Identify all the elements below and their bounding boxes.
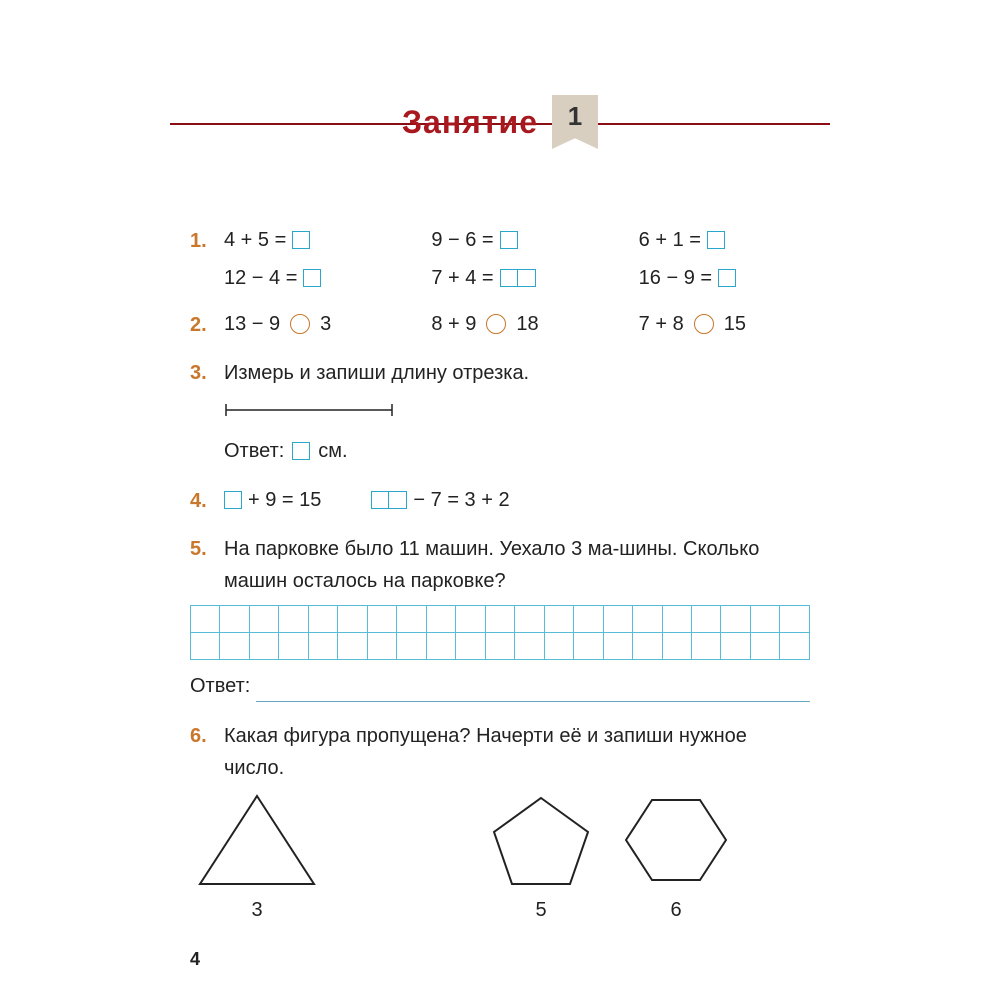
compare-circle[interactable]: [290, 314, 310, 334]
comparison: 13 − 93: [224, 309, 395, 339]
equation: 12 − 4 =: [224, 263, 395, 293]
task-number: 6.: [190, 720, 224, 752]
comparison: 7 + 815: [639, 309, 810, 339]
task-3-answer: Ответ: см.: [224, 435, 810, 467]
task-1: 1. 4 + 5 = 9 − 6 = 6 + 1 =: [190, 225, 810, 257]
answer-box[interactable]: [707, 231, 725, 249]
task-6-text: Какая фигура пропущена? Начерти её и зап…: [224, 720, 810, 784]
shape-pentagon: 5: [486, 790, 596, 926]
task-2: 2. 13 − 93 8 + 918 7 + 815: [190, 309, 810, 341]
equation: 4 + 5 =: [224, 225, 395, 255]
task-3-text: Измерь и запиши длину отрезка.: [224, 357, 810, 389]
shape-hexagon: 6: [618, 790, 734, 926]
answer-box[interactable]: [718, 269, 736, 287]
answer-box[interactable]: [500, 231, 518, 249]
task-6: 6. Какая фигура пропущена? Начерти её и …: [190, 720, 810, 784]
hexagon-icon: [618, 790, 734, 890]
task-3: 3. Измерь и запиши длину отрезка.: [190, 357, 810, 389]
task-number: 5.: [190, 533, 224, 565]
answer-box-double[interactable]: [371, 491, 407, 509]
shape-row: 3 5 6: [192, 790, 810, 926]
answer-unit: см.: [318, 435, 347, 467]
task-4: 4. + 9 = 15 − 7 = 3 + 2: [190, 485, 810, 517]
task-5: 5. На парковке было 11 машин. Уехало 3 м…: [190, 533, 810, 597]
equation: 6 + 1 =: [639, 225, 810, 255]
lesson-number-pennant: 1: [552, 95, 598, 149]
equation: + 9 = 15: [224, 485, 321, 515]
compare-circle[interactable]: [694, 314, 714, 334]
compare-circle[interactable]: [486, 314, 506, 334]
equation: 16 − 9 =: [639, 263, 810, 293]
pentagon-icon: [486, 790, 596, 890]
triangle-icon: [192, 790, 322, 890]
answer-underline[interactable]: [256, 683, 810, 702]
answer-box[interactable]: [303, 269, 321, 287]
task-number: 1.: [190, 225, 224, 257]
equation: 7 + 4 =: [431, 263, 602, 293]
task-number: 3.: [190, 357, 224, 389]
lesson-title: Занятие 1: [402, 95, 598, 149]
task-5-answer: Ответ:: [190, 670, 810, 702]
answer-box[interactable]: [224, 491, 242, 509]
comparison: 8 + 918: [431, 309, 602, 339]
equation: − 7 = 3 + 2: [371, 485, 509, 515]
line-segment: [224, 397, 810, 429]
answer-box[interactable]: [292, 231, 310, 249]
shape-label: 6: [670, 894, 681, 926]
task-5-text: На парковке было 11 машин. Уехало 3 ма-ш…: [224, 533, 810, 597]
answer-label: Ответ:: [190, 670, 250, 702]
answer-box-double[interactable]: [500, 269, 536, 287]
page-number: 4: [190, 949, 200, 970]
shape-triangle: 3: [192, 790, 322, 926]
task-1-line2: 12 − 4 = 7 + 4 = 16 − 9 =: [190, 263, 810, 293]
answer-box[interactable]: [292, 442, 310, 460]
answer-label: Ответ:: [224, 435, 284, 467]
task-number: 4.: [190, 485, 224, 517]
shape-label: 3: [251, 894, 262, 926]
title-text: Занятие: [402, 104, 538, 141]
work-grid[interactable]: [190, 605, 810, 660]
task-number: 2.: [190, 309, 224, 341]
shape-label: 5: [535, 894, 546, 926]
equation: 9 − 6 =: [431, 225, 602, 255]
